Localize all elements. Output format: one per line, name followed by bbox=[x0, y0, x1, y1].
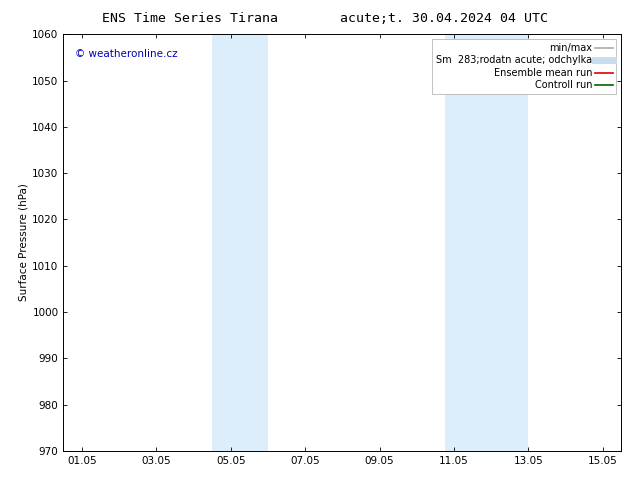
Y-axis label: Surface Pressure (hPa): Surface Pressure (hPa) bbox=[18, 184, 28, 301]
Text: ENS Time Series Tirana: ENS Time Series Tirana bbox=[102, 12, 278, 25]
Bar bbox=[444, 34, 528, 451]
Text: acute;t. 30.04.2024 04 UTC: acute;t. 30.04.2024 04 UTC bbox=[340, 12, 548, 25]
Legend: min/max, Sm  283;rodatn acute; odchylka, Ensemble mean run, Controll run: min/max, Sm 283;rodatn acute; odchylka, … bbox=[432, 39, 616, 94]
Text: © weatheronline.cz: © weatheronline.cz bbox=[75, 49, 177, 59]
Bar bbox=[212, 34, 268, 451]
